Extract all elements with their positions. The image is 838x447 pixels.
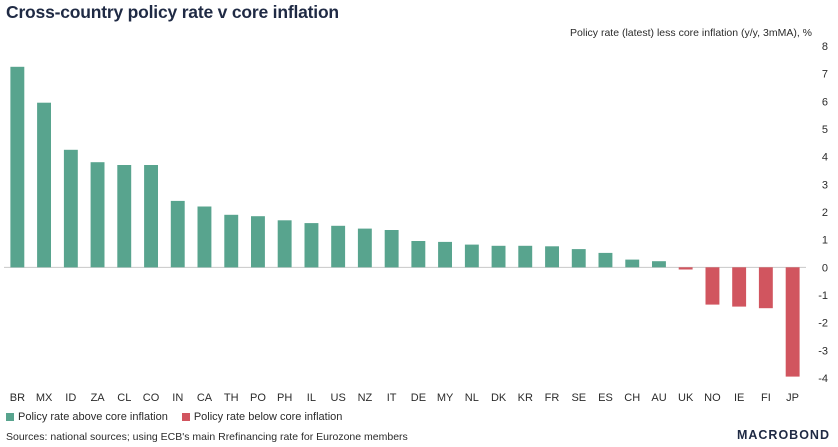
bar-au [652, 261, 666, 268]
y-tick-label: 2 [822, 207, 828, 219]
legend-swatch-below [181, 413, 190, 421]
x-tick-label-ie: IE [734, 392, 744, 404]
x-tick-label-br: BR [10, 392, 25, 404]
x-axis-category-labels: BR MX ID ZA CL CO IN CA TH PO PH IL US NZ IT DE MY NL DK KR… [10, 392, 799, 404]
x-tick-label-us: US [331, 392, 346, 404]
x-tick-label-au: AU [651, 392, 666, 404]
bar-po [251, 216, 265, 268]
bars-group [4, 66, 806, 377]
x-tick-label-fi: FI [761, 392, 771, 404]
bar-il [304, 223, 319, 268]
bar-nz [357, 228, 372, 268]
bar-ie [732, 267, 747, 307]
bar-fi [758, 267, 773, 309]
bar-br [10, 66, 25, 268]
bar-my [438, 241, 452, 268]
bar-in [170, 200, 185, 268]
legend-item-above: Policy rate above core inflation [6, 411, 168, 423]
bar-se [571, 249, 586, 268]
y-tick-label: 0 [822, 262, 828, 274]
bar-es [598, 252, 613, 268]
bar-ch [625, 259, 640, 268]
y-tick-label: 8 [822, 41, 828, 53]
bar-id [63, 149, 78, 268]
x-tick-label-my: MY [437, 392, 454, 404]
y-axis-tick-labels: -4 -3 -2 -1 0 1 2 3 4 5 6 7 8 [818, 41, 828, 385]
x-tick-label-ca: CA [197, 392, 213, 404]
x-tick-label-no: NO [704, 392, 721, 404]
x-tick-label-po: PO [250, 392, 266, 404]
bar-nl [464, 244, 479, 268]
chart-title: Cross-country policy rate v core inflati… [6, 2, 339, 22]
bar-de [411, 241, 426, 268]
x-tick-label-dk: DK [491, 392, 507, 404]
legend-label-above: Policy rate above core inflation [18, 411, 168, 423]
x-tick-label-it: IT [387, 392, 397, 404]
y-tick-label: -3 [818, 345, 828, 357]
y-tick-label: -4 [818, 373, 828, 385]
x-tick-label-nl: NL [465, 392, 479, 404]
x-tick-label-uk: UK [678, 392, 694, 404]
x-tick-label-ch: CH [624, 392, 640, 404]
x-tick-label-kr: KR [518, 392, 533, 404]
source-note: Sources: national sources; using ECB's m… [6, 431, 408, 443]
x-tick-label-ph: PH [277, 392, 292, 404]
x-tick-label-il: IL [307, 392, 316, 404]
y-tick-label: 3 [822, 179, 828, 191]
bar-no [705, 267, 720, 305]
x-tick-label-de: DE [411, 392, 426, 404]
x-tick-label-fr: FR [545, 392, 560, 404]
legend-item-below: Policy rate below core inflation [181, 411, 343, 423]
bar-ca [197, 206, 212, 268]
bar-us [331, 225, 346, 268]
y-tick-label: -1 [818, 290, 828, 302]
x-tick-label-th: TH [224, 392, 239, 404]
bar-cl [117, 165, 132, 268]
x-tick-label-co: CO [143, 392, 160, 404]
chart-subtitle: Policy rate (latest) less core inflation… [570, 27, 812, 39]
x-tick-label-nz: NZ [358, 392, 373, 404]
bar-it [384, 230, 399, 268]
x-tick-label-jp: JP [786, 392, 799, 404]
bar-za [90, 162, 105, 268]
bar-uk [678, 267, 693, 270]
bar-mx [37, 102, 51, 268]
x-tick-label-in: IN [172, 392, 183, 404]
x-tick-label-cl: CL [117, 392, 131, 404]
x-tick-label-za: ZA [91, 392, 106, 404]
bar-jp [785, 267, 800, 377]
bar-th [224, 214, 239, 268]
bar-ph [277, 220, 292, 268]
y-tick-label: 7 [822, 69, 828, 81]
y-tick-label: 6 [822, 96, 828, 108]
bar-kr [518, 245, 533, 268]
y-tick-label: -2 [818, 318, 828, 330]
y-tick-label: 5 [822, 124, 828, 136]
y-tick-label: 1 [822, 235, 828, 247]
brand-logo: MACROBOND [736, 428, 830, 442]
legend-swatch-above [6, 413, 14, 421]
x-tick-label-es: ES [598, 392, 613, 404]
y-tick-label: 4 [822, 152, 828, 164]
legend: Policy rate above core inflation Policy … [6, 411, 342, 423]
bar-fr [545, 246, 559, 268]
x-tick-label-mx: MX [36, 392, 53, 404]
x-tick-label-id: ID [65, 392, 76, 404]
bar-co [144, 165, 158, 268]
legend-label-below: Policy rate below core inflation [193, 411, 343, 423]
bar-dk [491, 245, 506, 268]
x-tick-label-se: SE [571, 392, 586, 404]
